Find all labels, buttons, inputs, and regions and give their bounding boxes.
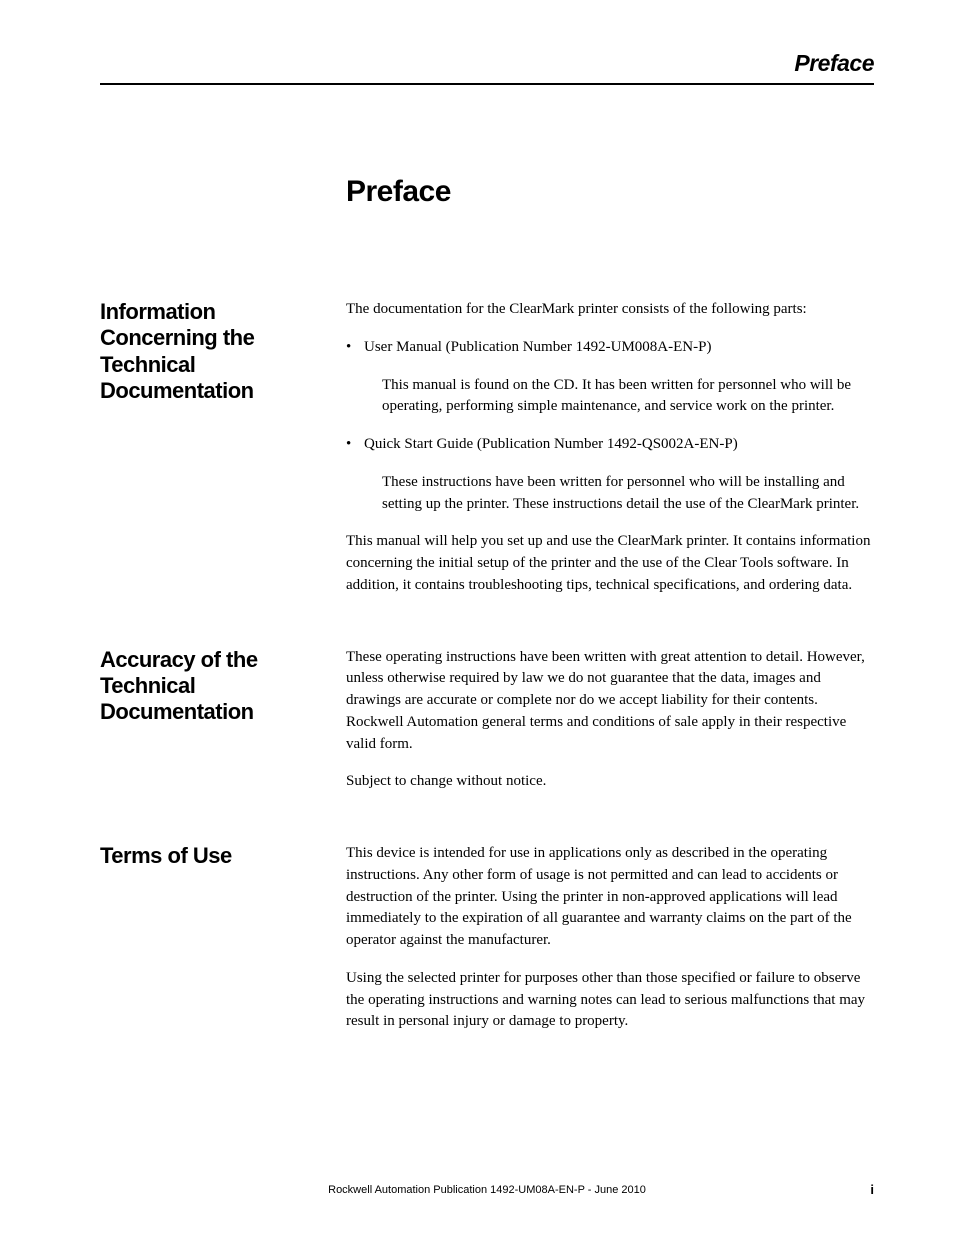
paragraph: The documentation for the ClearMark prin… xyxy=(346,299,874,321)
bullet-label: Quick Start Guide (Publication Number 14… xyxy=(364,434,738,456)
chapter-title: Preface xyxy=(346,175,874,209)
section-body: The documentation for the ClearMark prin… xyxy=(346,299,874,597)
section-heading: Accuracy of the Technical Documentation xyxy=(100,647,346,794)
section-heading: Terms of Use xyxy=(100,843,346,1033)
paragraph: This manual will help you set up and use… xyxy=(346,531,874,596)
bullet-marker: • xyxy=(346,337,364,359)
bullet-marker: • xyxy=(346,434,364,456)
section-body: These operating instructions have been w… xyxy=(346,647,874,794)
bullet-desc: These instructions have been written for… xyxy=(382,472,874,516)
paragraph: This device is intended for use in appli… xyxy=(346,843,874,952)
paragraph: These operating instructions have been w… xyxy=(346,647,874,756)
bullet-item: • User Manual (Publication Number 1492-U… xyxy=(346,337,874,418)
section-heading: Information Concerning the Technical Doc… xyxy=(100,299,346,597)
section-body: This device is intended for use in appli… xyxy=(346,843,874,1033)
bullet-label: User Manual (Publication Number 1492-UM0… xyxy=(364,337,711,359)
section-accuracy: Accuracy of the Technical Documentation … xyxy=(100,647,874,794)
paragraph: Subject to change without notice. xyxy=(346,771,874,793)
bullet-item: • Quick Start Guide (Publication Number … xyxy=(346,434,874,515)
page-number: i xyxy=(844,1182,874,1197)
section-information: Information Concerning the Technical Doc… xyxy=(100,299,874,597)
page-header: Preface xyxy=(100,50,874,85)
page-footer: Rockwell Automation Publication 1492-UM0… xyxy=(100,1182,874,1197)
bullet-desc: This manual is found on the CD. It has b… xyxy=(382,375,874,419)
footer-text: Rockwell Automation Publication 1492-UM0… xyxy=(130,1184,844,1196)
section-terms: Terms of Use This device is intended for… xyxy=(100,843,874,1033)
header-title: Preface xyxy=(100,50,874,77)
paragraph: Using the selected printer for purposes … xyxy=(346,968,874,1033)
